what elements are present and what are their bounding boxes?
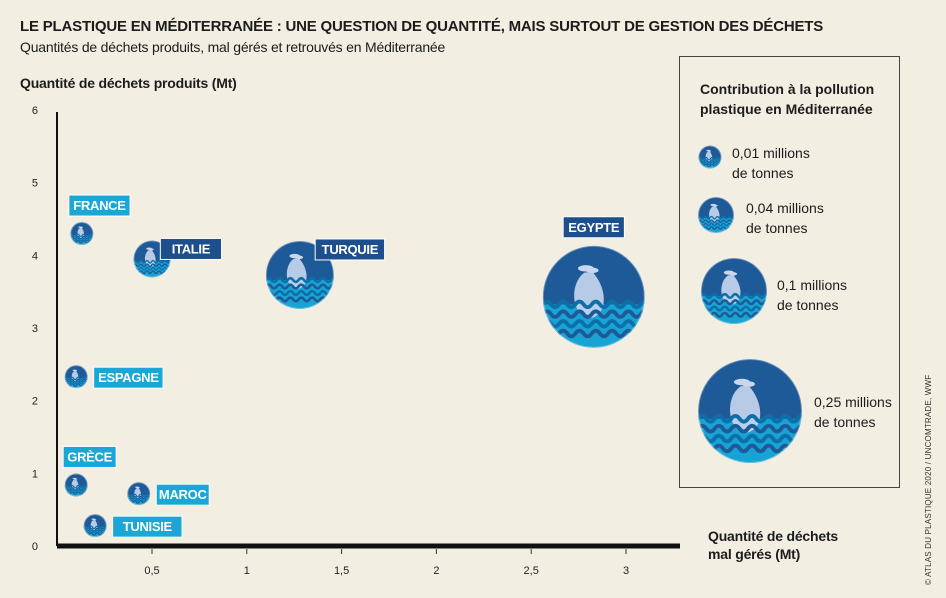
legend-item-2-label: 0,04 millions de tonnes	[746, 198, 866, 238]
point-label-france: FRANCE	[68, 194, 131, 217]
point-label-tunisie: TUNISIE	[112, 515, 183, 538]
x-axis-label: Quantité de déchets mal gérés (Mt)	[708, 527, 858, 563]
point-label-maroc: MAROC	[155, 483, 210, 506]
point-label-italie: ITALIE	[159, 237, 223, 260]
legend-item-3-label: 0,1 millions de tonnes	[777, 275, 897, 315]
y-tick-label: 4	[32, 250, 38, 262]
legend-item-3-line2: de tonnes	[777, 297, 839, 313]
data-point-tunisie	[83, 514, 107, 538]
x-tick-label: 2,5	[524, 565, 539, 577]
label-text: ITALIE	[172, 241, 211, 256]
x-tick-label: 1	[244, 565, 250, 577]
source-credit: © ATLAS DU PLASTIQUE 2020 / UNCOMTRADE, …	[924, 374, 933, 585]
y-tick-label: 6	[32, 105, 38, 117]
legend-symbol-4	[698, 359, 802, 463]
label-box	[562, 216, 625, 239]
data-point-france	[70, 222, 94, 246]
label-box	[68, 194, 131, 217]
x-axis-label-line2: mal gérés (Mt)	[708, 546, 801, 562]
label-text: TUNISIE	[123, 519, 173, 534]
label-text: MAROC	[159, 487, 208, 502]
legend-symbol-1	[698, 145, 722, 169]
label-box	[159, 237, 223, 260]
label-box	[155, 483, 210, 506]
label-text: EGYPTE	[568, 220, 620, 235]
x-tick-label: 0,5	[144, 565, 159, 577]
legend-symbol-3	[701, 258, 767, 324]
point-label-espagne: ESPAGNE	[93, 366, 164, 389]
legend-title-line2: plastique en Méditerranée	[700, 101, 873, 117]
point-label-egypte: EGYPTE	[562, 216, 625, 239]
legend-symbol-2	[698, 197, 734, 233]
data-point-maroc	[127, 482, 151, 506]
legend-item-3-line1: 0,1 millions	[777, 277, 848, 293]
y-tick-label: 1	[32, 468, 38, 480]
legend-item-4-line1: 0,25 millions	[814, 394, 892, 410]
legend-title-line1: Contribution à la pollution	[700, 81, 875, 97]
legend-item-1-label: 0,01 millions de tonnes	[732, 143, 852, 183]
y-tick-label: 2	[32, 396, 38, 408]
chart-subtitle: Quantités de déchets produits, mal gérés…	[20, 39, 446, 55]
legend-symbols	[698, 145, 802, 463]
size-legend: Contribution à la pollution plastique en…	[679, 56, 900, 488]
legend-item-1-line2: de tonnes	[732, 165, 794, 181]
x-tick-label: 2	[433, 565, 439, 577]
data-point-grèce	[64, 473, 88, 497]
label-box	[112, 515, 183, 538]
point-label-grèce: GRÈCE	[62, 445, 117, 468]
legend-item-4-label: 0,25 millions de tonnes	[814, 392, 934, 432]
label-text: ESPAGNE	[98, 370, 159, 385]
y-tick-label: 0	[32, 541, 38, 553]
point-label-turquie: TURQUIE	[314, 238, 386, 261]
x-tick-label: 3	[623, 565, 629, 577]
legend-item-2-line1: 0,04 millions	[746, 200, 824, 216]
scatter-chart: 0 1 2 3 4 5 6 0,5 1 1,5 2 2,5 3 FRANCE ITALIE TURQUIE EG…	[32, 105, 680, 577]
label-text: GRÈCE	[67, 449, 112, 464]
label-box	[62, 445, 117, 468]
legend-item-4-line2: de tonnes	[814, 414, 876, 430]
label-box	[314, 238, 386, 261]
chart-title: LE PLASTIQUE EN MÉDITERRANÉE : UNE QUEST…	[20, 18, 824, 35]
legend-item-1-line1: 0,01 millions	[732, 145, 810, 161]
y-axis-label: Quantité de déchets produits (Mt)	[20, 75, 237, 91]
legend-title: Contribution à la pollution plastique en…	[700, 79, 890, 119]
y-tick-label: 5	[32, 178, 38, 190]
label-text: TURQUIE	[322, 242, 379, 257]
x-tick-label: 1,5	[334, 565, 349, 577]
data-point-espagne	[64, 365, 88, 389]
data-point-egypte	[542, 245, 645, 348]
y-tick-label: 3	[32, 323, 38, 335]
legend-item-2-line2: de tonnes	[746, 220, 808, 236]
label-text: FRANCE	[73, 198, 126, 213]
x-axis-label-line1: Quantité de déchets	[708, 528, 839, 544]
label-box	[93, 366, 164, 389]
